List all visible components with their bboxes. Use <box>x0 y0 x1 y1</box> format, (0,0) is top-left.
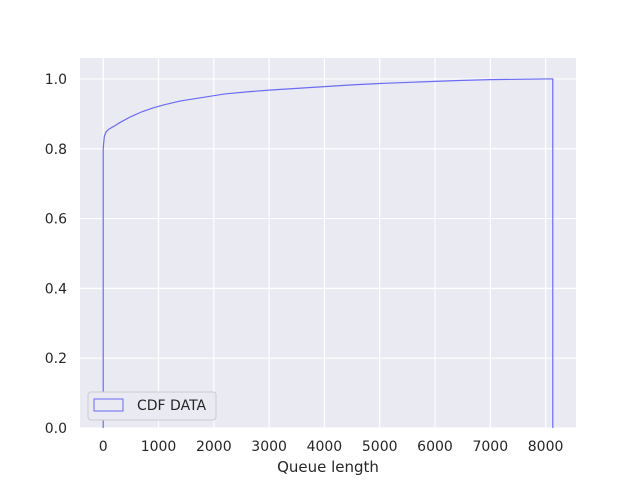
y-tick-label: 0.8 <box>45 142 67 158</box>
legend: CDF DATA <box>87 391 217 421</box>
x-tick-label: 3000 <box>251 439 287 455</box>
x-tick-label: 6000 <box>417 439 453 455</box>
plot-area <box>80 58 576 428</box>
x-axis-label: Queue length <box>277 458 379 476</box>
y-tick-label: 1.0 <box>45 72 67 88</box>
x-axis-ticks: 0 1000 2000 3000 4000 5000 6000 7000 8000 <box>99 439 564 455</box>
grid-lines <box>80 58 576 429</box>
y-tick-label: 0.0 <box>45 421 67 437</box>
y-tick-label: 0.6 <box>45 212 67 228</box>
legend-label: CDF DATA <box>137 398 207 414</box>
series-layer <box>102 78 554 428</box>
y-tick-label: 0.2 <box>45 351 67 367</box>
y-tick-label: 0.4 <box>45 281 67 297</box>
x-tick-label: 1000 <box>141 439 177 455</box>
x-tick-label: 8000 <box>528 439 564 455</box>
cdf-series-line <box>102 78 554 428</box>
x-tick-label: 5000 <box>362 439 398 455</box>
x-tick-label: 7000 <box>472 439 508 455</box>
y-axis-ticks: 0.0 0.2 0.4 0.6 0.8 1.0 <box>45 72 67 437</box>
x-tick-label: 4000 <box>307 439 343 455</box>
x-tick-label: 0 <box>99 439 108 455</box>
x-tick-label: 2000 <box>196 439 232 455</box>
legend-swatch <box>93 398 124 412</box>
